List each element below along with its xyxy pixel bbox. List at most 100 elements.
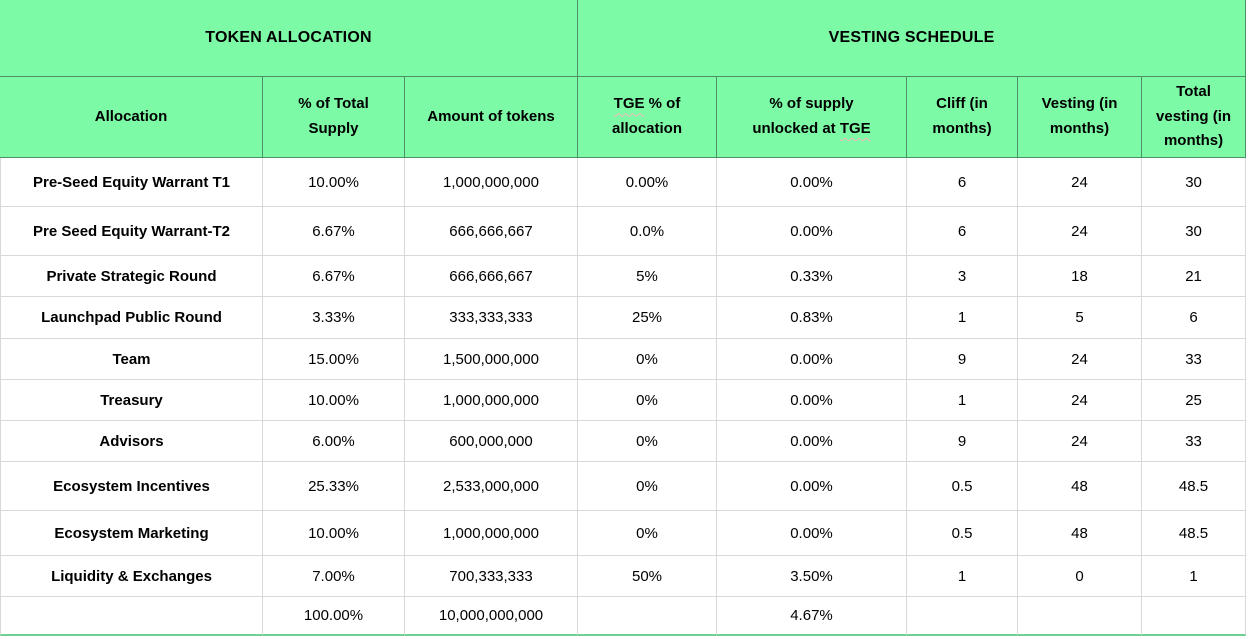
table-cell[interactable]: 666,666,667: [405, 256, 578, 297]
table-cell[interactable]: 6: [907, 207, 1018, 256]
table-cell[interactable]: 33: [1142, 339, 1247, 380]
col-header-vesting-months[interactable]: Vesting (in months): [1018, 77, 1142, 158]
table-cell[interactable]: 2,533,000,000: [405, 462, 578, 511]
table-cell[interactable]: 6.00%: [263, 421, 405, 462]
table-cell[interactable]: 48.5: [1142, 462, 1247, 511]
table-cell[interactable]: 600,000,000: [405, 421, 578, 462]
table-cell[interactable]: [1018, 597, 1142, 636]
table-cell[interactable]: 0%: [578, 462, 717, 511]
table-cell[interactable]: 25: [1142, 380, 1247, 421]
table-cell[interactable]: 9: [907, 421, 1018, 462]
table-cell[interactable]: 3: [907, 256, 1018, 297]
table-cell[interactable]: 6: [907, 158, 1018, 207]
table-cell[interactable]: 18: [1018, 256, 1142, 297]
col-header-pct-supply-unlocked[interactable]: % of supply unlocked at TGE: [717, 77, 907, 158]
tge-header-rest: % of allocation: [611, 95, 682, 137]
table-cell[interactable]: Advisors: [0, 421, 263, 462]
table-row: Ecosystem Marketing 10.00% 1,000,000,000…: [0, 511, 1247, 556]
table-cell[interactable]: 1: [907, 380, 1018, 421]
table-cell[interactable]: Launchpad Public Round: [0, 297, 263, 339]
col-header-amount-of-tokens[interactable]: Amount of tokens: [405, 77, 578, 158]
table-cell[interactable]: 30: [1142, 207, 1247, 256]
table-cell[interactable]: 10,000,000,000: [405, 597, 578, 636]
table-cell[interactable]: 0.5: [907, 511, 1018, 556]
table-cell[interactable]: 4.67%: [717, 597, 907, 636]
table-cell[interactable]: 0.00%: [717, 380, 907, 421]
table-cell[interactable]: Ecosystem Incentives: [0, 462, 263, 511]
table-cell[interactable]: 700,333,333: [405, 556, 578, 597]
table-cell[interactable]: 48: [1018, 511, 1142, 556]
table-cell[interactable]: 15.00%: [263, 339, 405, 380]
table-cell[interactable]: Treasury: [0, 380, 263, 421]
table-cell[interactable]: [907, 597, 1018, 636]
table-cell[interactable]: 1: [1142, 556, 1247, 597]
table-cell[interactable]: 1: [907, 556, 1018, 597]
table-cell[interactable]: 0.00%: [717, 462, 907, 511]
table-cell[interactable]: 0.00%: [578, 158, 717, 207]
table-cell[interactable]: 0.0%: [578, 207, 717, 256]
table-cell[interactable]: [1142, 597, 1247, 636]
table-cell[interactable]: 0%: [578, 511, 717, 556]
table-cell[interactable]: 48.5: [1142, 511, 1247, 556]
table-cell[interactable]: 0: [1018, 556, 1142, 597]
table-cell[interactable]: 0.00%: [717, 421, 907, 462]
col-header-tge-pct-of-allocation[interactable]: TGE % of allocation: [578, 77, 717, 158]
table-cell[interactable]: [0, 597, 263, 636]
table-cell[interactable]: 0.83%: [717, 297, 907, 339]
table-cell[interactable]: 6.67%: [263, 256, 405, 297]
table-cell[interactable]: Liquidity & Exchanges: [0, 556, 263, 597]
table-cell[interactable]: 1,000,000,000: [405, 158, 578, 207]
table-cell[interactable]: 0%: [578, 380, 717, 421]
table-cell[interactable]: 10.00%: [263, 380, 405, 421]
table-cell[interactable]: 1: [907, 297, 1018, 339]
col-header-total-vesting-months[interactable]: Total vesting (in months): [1142, 77, 1247, 158]
table-cell[interactable]: 0.00%: [717, 511, 907, 556]
table-cell[interactable]: 5%: [578, 256, 717, 297]
table-cell[interactable]: 1,000,000,000: [405, 380, 578, 421]
table-cell[interactable]: 0.5: [907, 462, 1018, 511]
section-header-token-allocation[interactable]: TOKEN ALLOCATION: [0, 0, 578, 77]
table-cell[interactable]: 1,500,000,000: [405, 339, 578, 380]
table-cell[interactable]: 30: [1142, 158, 1247, 207]
table-cell[interactable]: 100.00%: [263, 597, 405, 636]
table-cell[interactable]: 21: [1142, 256, 1247, 297]
table-cell[interactable]: 333,333,333: [405, 297, 578, 339]
table-cell[interactable]: 24: [1018, 339, 1142, 380]
table-cell[interactable]: 25%: [578, 297, 717, 339]
table-cell[interactable]: [578, 597, 717, 636]
table-cell[interactable]: Pre Seed Equity Warrant-T2: [0, 207, 263, 256]
table-cell[interactable]: 50%: [578, 556, 717, 597]
table-cell[interactable]: 33: [1142, 421, 1247, 462]
table-cell[interactable]: 25.33%: [263, 462, 405, 511]
table-cell[interactable]: 0%: [578, 339, 717, 380]
table-cell[interactable]: Private Strategic Round: [0, 256, 263, 297]
table-cell[interactable]: Pre-Seed Equity Warrant T1: [0, 158, 263, 207]
table-cell[interactable]: 0.00%: [717, 339, 907, 380]
table-cell[interactable]: 24: [1018, 158, 1142, 207]
table-cell[interactable]: 24: [1018, 421, 1142, 462]
table-cell[interactable]: 0.33%: [717, 256, 907, 297]
table-cell[interactable]: 0.00%: [717, 207, 907, 256]
table-cell[interactable]: Ecosystem Marketing: [0, 511, 263, 556]
table-cell[interactable]: 7.00%: [263, 556, 405, 597]
section-header-vesting-schedule[interactable]: VESTING SCHEDULE: [578, 0, 1247, 77]
table-cell[interactable]: 3.50%: [717, 556, 907, 597]
table-cell[interactable]: 24: [1018, 380, 1142, 421]
table-cell[interactable]: 9: [907, 339, 1018, 380]
table-cell[interactable]: 3.33%: [263, 297, 405, 339]
table-cell[interactable]: 24: [1018, 207, 1142, 256]
table-cell[interactable]: 48: [1018, 462, 1142, 511]
col-header-cliff-months[interactable]: Cliff (in months): [907, 77, 1018, 158]
table-cell[interactable]: Team: [0, 339, 263, 380]
col-header-allocation[interactable]: Allocation: [0, 77, 263, 158]
table-cell[interactable]: 10.00%: [263, 158, 405, 207]
table-cell[interactable]: 6: [1142, 297, 1247, 339]
table-cell[interactable]: 0%: [578, 421, 717, 462]
table-cell[interactable]: 6.67%: [263, 207, 405, 256]
table-cell[interactable]: 10.00%: [263, 511, 405, 556]
col-header-pct-total-supply[interactable]: % of Total Supply: [263, 77, 405, 158]
table-cell[interactable]: 5: [1018, 297, 1142, 339]
table-cell[interactable]: 666,666,667: [405, 207, 578, 256]
table-cell[interactable]: 1,000,000,000: [405, 511, 578, 556]
table-cell[interactable]: 0.00%: [717, 158, 907, 207]
